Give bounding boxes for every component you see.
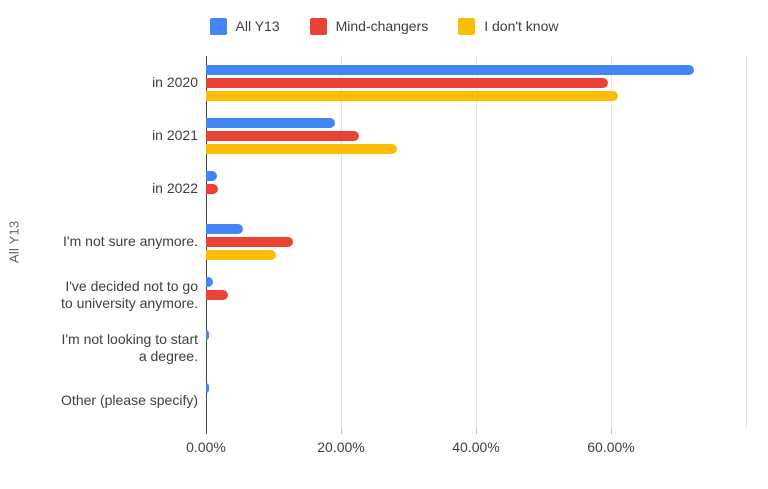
bar-group	[206, 56, 768, 109]
bar-group	[206, 215, 768, 268]
bar-mind-changers[interactable]	[206, 77, 608, 88]
category-label-text: I've decided not to go to university any…	[61, 277, 198, 311]
category-label-text: I'm not looking to start a degree.	[61, 330, 198, 364]
category-label-text: I'm not sure anymore.	[63, 233, 198, 249]
gridline-80	[746, 56, 747, 428]
bar-i-don-t-know[interactable]	[206, 143, 398, 154]
category-label: Other (please specify)	[28, 374, 206, 427]
legend-item-1: Mind-changers	[309, 17, 429, 35]
bar-group	[206, 374, 768, 427]
bar-all-y13[interactable]	[206, 223, 244, 234]
bar-mind-changers[interactable]	[206, 236, 294, 247]
bar-all-y13[interactable]	[206, 276, 213, 287]
bar-all-y13[interactable]	[206, 64, 695, 75]
gridline-60	[611, 56, 612, 428]
x-tick-mark	[341, 428, 342, 434]
x-tick-mark	[476, 428, 477, 434]
bar-all-y13[interactable]	[206, 117, 335, 128]
category-label: I'm not looking to start a degree.	[28, 321, 206, 374]
category-labels-column: in 2020 in 2021 in 2022 I'm not sure anymor…	[28, 56, 206, 428]
legend: All Y13 Mind-changers I don't know	[0, 14, 768, 38]
category-label: I've decided not to go to university any…	[28, 268, 206, 321]
legend-item-2: I don't know	[458, 17, 559, 35]
bar-all-y13[interactable]	[206, 170, 217, 181]
category-label-text: in 2021	[152, 127, 198, 143]
category-label: I'm not sure anymore.	[28, 215, 206, 268]
bar-mind-changers[interactable]	[206, 183, 219, 194]
bar-all-y13[interactable]	[206, 329, 210, 340]
legend-label: I don't know	[484, 18, 559, 34]
category-label-text: Other (please specify)	[61, 392, 198, 408]
bar-all-y13[interactable]	[206, 382, 210, 393]
legend-swatch-icon	[309, 17, 327, 35]
x-tick-label: 20.00%	[317, 439, 365, 455]
x-tick-label: 40.00%	[452, 439, 500, 455]
plot-area: 0.00% 20.00% 40.00% 60.00%	[186, 56, 768, 455]
bar-rows	[206, 56, 768, 428]
bar-group	[206, 109, 768, 162]
x-tick-label: 0.00%	[186, 439, 226, 455]
legend-item-0: All Y13	[209, 17, 280, 35]
bar-mind-changers[interactable]	[206, 130, 359, 141]
bar-chart: All Y13 Mind-changers I don't know All Y13…	[0, 14, 768, 489]
category-label-text: in 2022	[152, 180, 198, 196]
x-tick-mark	[611, 428, 612, 434]
legend-label: All Y13	[235, 18, 280, 34]
category-label: in 2021	[28, 109, 206, 162]
bar-group	[206, 162, 768, 215]
category-label: in 2022	[28, 162, 206, 215]
legend-swatch-icon	[209, 17, 227, 35]
gridline-20	[341, 56, 342, 428]
category-label-text: in 2020	[152, 74, 198, 90]
x-tick-mark	[206, 428, 207, 434]
bar-i-don-t-know[interactable]	[206, 249, 276, 260]
x-tick-label: 60.00%	[587, 439, 635, 455]
y-axis-title: All Y13	[6, 220, 22, 264]
category-label: in 2020	[28, 56, 206, 109]
bar-i-don-t-know[interactable]	[206, 90, 618, 101]
legend-swatch-icon	[458, 17, 476, 35]
gridline-40	[476, 56, 477, 428]
x-axis: 0.00% 20.00% 40.00% 60.00%	[186, 428, 768, 476]
bar-group	[206, 321, 768, 374]
chart-body: All Y13 in 2020 in 2021 in 2022 I'm not sur…	[0, 56, 768, 455]
bar-group	[206, 268, 768, 321]
legend-label: Mind-changers	[335, 18, 429, 34]
bar-mind-changers[interactable]	[206, 289, 229, 300]
